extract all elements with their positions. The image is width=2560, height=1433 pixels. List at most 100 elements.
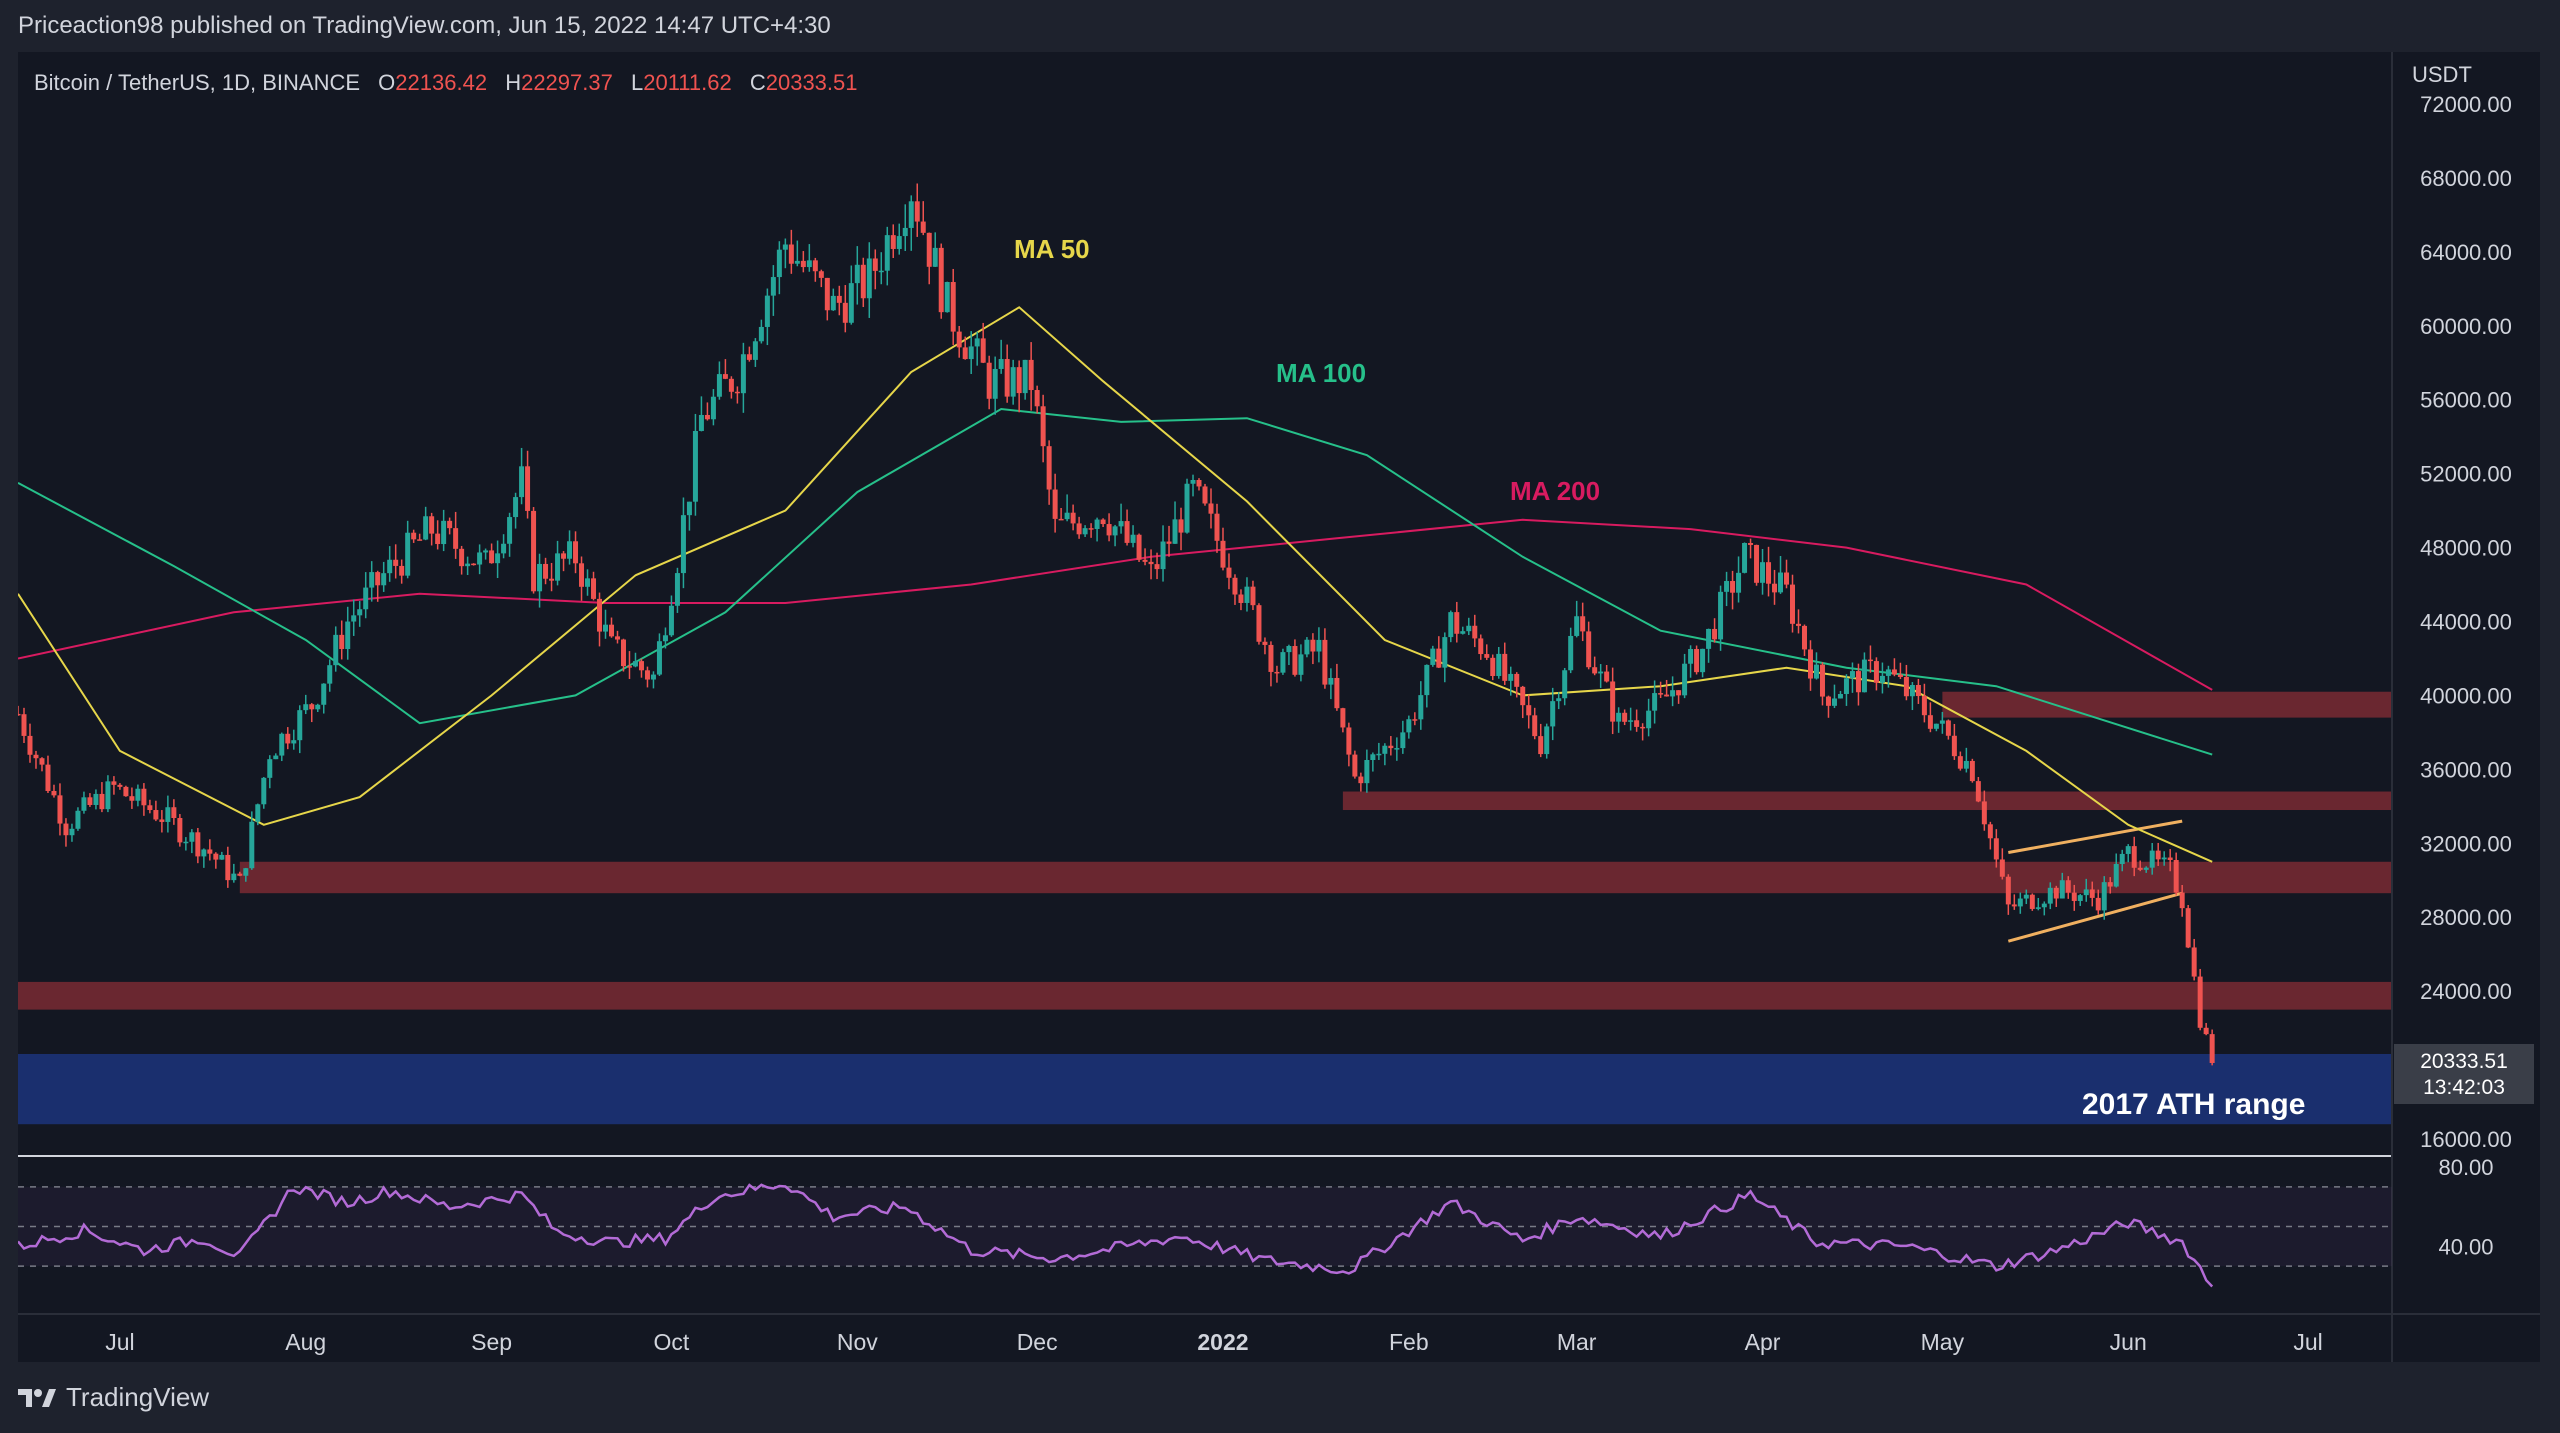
candle	[1718, 585, 1724, 651]
candle-body	[836, 295, 842, 303]
rsi-axis[interactable]: 80.00 40.00	[2438, 1155, 2493, 1259]
candle-body	[1286, 646, 1292, 653]
candle	[327, 659, 333, 692]
candle-body	[2119, 853, 2125, 864]
candle	[351, 599, 357, 636]
candle-body	[543, 563, 549, 579]
candle-body	[477, 552, 483, 565]
candle	[1939, 711, 1945, 734]
candle	[950, 268, 956, 346]
candle-body	[1148, 561, 1154, 565]
candle-body	[2053, 887, 2059, 899]
candle	[770, 265, 776, 316]
candle-body	[932, 247, 938, 267]
candle	[123, 785, 129, 797]
candle	[1807, 640, 1813, 691]
candle-body	[1855, 671, 1861, 693]
candle	[501, 534, 507, 559]
candle-body	[1736, 572, 1742, 593]
candle	[555, 540, 561, 586]
candle	[2185, 904, 2191, 949]
candle	[1244, 577, 1250, 612]
candle-body	[1646, 710, 1652, 729]
candle-body	[1208, 503, 1214, 514]
candle-body	[603, 624, 609, 632]
candle	[2179, 884, 2185, 917]
candle	[435, 520, 441, 550]
candle-body	[1388, 745, 1394, 749]
candle	[1400, 720, 1406, 754]
candle-body	[1058, 518, 1064, 521]
candle	[1891, 658, 1897, 677]
candle	[129, 787, 135, 809]
candle	[1586, 621, 1592, 670]
tradingview-logo[interactable]: TradingView	[18, 1382, 209, 1413]
candle	[1760, 549, 1766, 595]
candle-body	[1670, 690, 1676, 697]
candle	[1100, 518, 1106, 527]
candle	[1262, 637, 1268, 655]
candle	[603, 609, 609, 639]
candle	[1634, 709, 1640, 732]
candle	[1004, 344, 1010, 403]
candle	[285, 727, 291, 750]
candle-body	[1064, 512, 1070, 520]
candle-body	[1034, 390, 1040, 407]
candle	[878, 252, 884, 285]
candle-body	[1807, 649, 1813, 679]
candle-body	[135, 788, 141, 801]
candle-body	[1268, 644, 1274, 672]
candle-body	[69, 828, 75, 836]
candle-body	[1070, 512, 1076, 524]
candle	[1394, 737, 1400, 761]
candle-body	[381, 573, 387, 586]
candle	[758, 319, 764, 344]
candle	[1825, 695, 1831, 718]
candle-body	[950, 282, 956, 332]
candle	[1172, 501, 1178, 544]
candle-body	[1939, 720, 1945, 724]
legend-l-value: 20111.62	[643, 70, 732, 95]
candle	[159, 810, 165, 833]
candle	[117, 783, 123, 790]
candle-body	[680, 515, 686, 574]
candle	[1754, 544, 1760, 586]
candle	[818, 269, 824, 288]
candle	[183, 837, 189, 851]
candle	[1406, 715, 1412, 739]
candle-body	[1676, 690, 1682, 696]
candle-body	[992, 368, 998, 399]
time-axis[interactable]: Jul Aug Sep Oct Nov Dec 2022 Feb Mar Apr May Jun Jul	[105, 1329, 2323, 1355]
candle-body	[1328, 677, 1334, 685]
candle	[345, 606, 351, 660]
candle-body	[1358, 776, 1364, 784]
candle	[1957, 751, 1963, 771]
candle-body	[2137, 867, 2143, 870]
candle-body	[2113, 863, 2119, 887]
candle-body	[2035, 907, 2041, 909]
legend-c-value: 20333.51	[766, 70, 858, 95]
chart-area[interactable]: Bitcoin / TetherUS, 1D, BINANCE O22136.4…	[15, 52, 2540, 1362]
candle	[1298, 644, 1304, 682]
candle-body	[860, 264, 866, 299]
price-chart[interactable]: Bitcoin / TetherUS, 1D, BINANCE O22136.4…	[15, 52, 2540, 1362]
candle	[2077, 894, 2083, 906]
candle-body	[1076, 523, 1082, 535]
candle-body	[746, 354, 752, 360]
candle-body	[674, 573, 680, 606]
candle-body	[1706, 628, 1712, 649]
price-axis[interactable]: 72000.00 68000.00 64000.00 60000.00 56000.00…	[2420, 92, 2512, 1152]
tradingview-logo-icon	[18, 1388, 56, 1407]
candle	[1076, 516, 1082, 539]
candle-body	[417, 539, 423, 541]
candle-body	[441, 520, 447, 545]
candle	[1358, 772, 1364, 792]
price-tick-label: 72000.00	[2420, 92, 2512, 117]
candle	[1706, 628, 1712, 663]
candle-body	[75, 810, 81, 829]
candle-body	[219, 854, 225, 860]
candle	[794, 240, 800, 267]
ath-range-annotation: 2017 ATH range	[2082, 1088, 2305, 1121]
price-tick-label: 36000.00	[2420, 757, 2512, 782]
candle	[1849, 662, 1855, 693]
